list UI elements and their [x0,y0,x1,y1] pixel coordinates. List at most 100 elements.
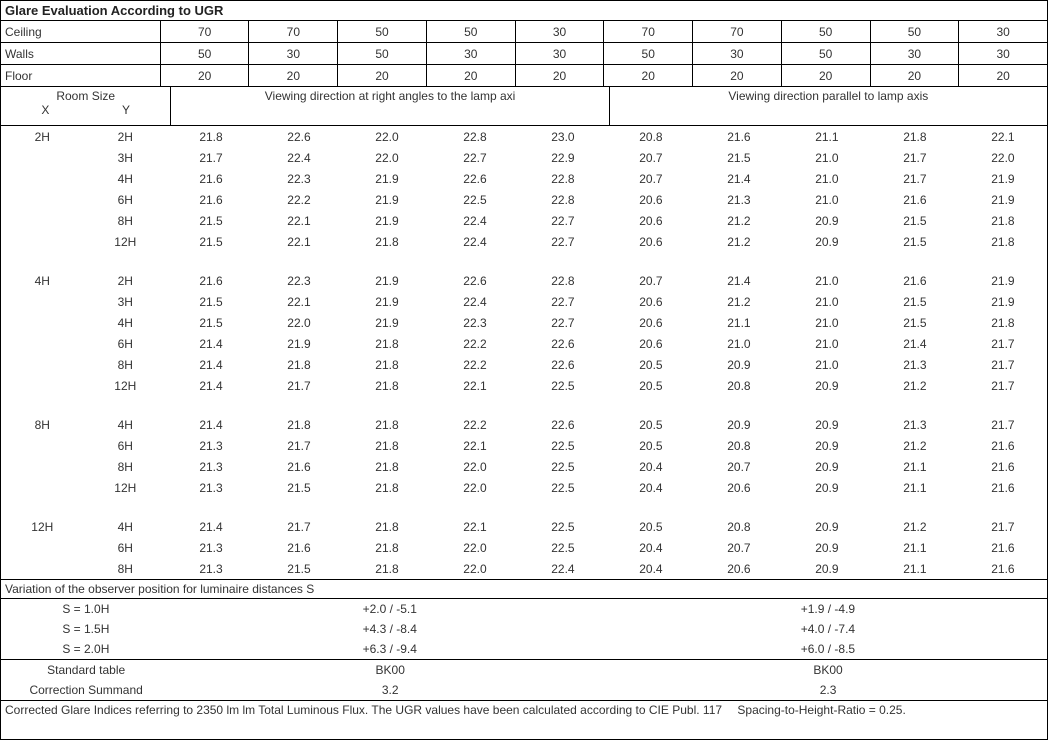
correction-right: 2.3 [609,680,1047,700]
ugr-value: 21.6 [167,168,255,189]
ugr-value: 21.6 [959,477,1047,498]
ugr-value: 21.0 [783,291,871,312]
ugr-value: 21.2 [871,375,959,396]
ugr-value: 21.8 [343,558,431,579]
ugr-value: 21.6 [959,435,1047,456]
ugr-value: 21.0 [783,270,871,291]
ugr-value: 20.7 [695,456,783,477]
ugr-value: 20.9 [783,456,871,477]
y-cell: 3H [84,291,167,312]
ugr-value: 21.6 [959,558,1047,579]
x-cell: 12H [1,516,84,537]
ugr-value: 20.5 [607,375,695,396]
ugr-value: 20.7 [695,537,783,558]
ugr-value: 21.5 [167,291,255,312]
ugr-value: 20.9 [695,414,783,435]
ugr-value: 21.0 [783,333,871,354]
ugr-value: 20.9 [783,414,871,435]
ugr-value: 20.8 [607,126,695,147]
ugr-value: 22.4 [431,291,519,312]
ugr-value: 20.6 [607,189,695,210]
ugr-value: 21.9 [959,270,1047,291]
ugr-value: 21.9 [255,333,343,354]
ugr-value: 21.8 [343,414,431,435]
reflectance-value: 50 [160,43,249,65]
ugr-value: 22.7 [519,291,607,312]
ugr-value: 20.9 [783,477,871,498]
x-cell [1,312,84,333]
ugr-value: 22.0 [343,126,431,147]
reflectance-value: 50 [338,21,427,43]
variation-s-label: S = 1.0H [1,599,171,619]
ugr-value: 23.0 [519,126,607,147]
ugr-value: 21.5 [871,312,959,333]
ugr-value: 20.9 [783,537,871,558]
ugr-value: 21.8 [343,354,431,375]
ugr-value: 22.1 [431,375,519,396]
ugr-value: 22.4 [431,231,519,252]
ugr-value: 21.5 [167,210,255,231]
reflectance-value: 20 [693,65,782,87]
reflectance-value: 30 [249,43,338,65]
ugr-value: 22.8 [431,126,519,147]
ugr-value: 22.3 [255,270,343,291]
ugr-value: 22.2 [431,354,519,375]
y-cell: 2H [84,126,167,147]
ugr-value: 22.6 [519,354,607,375]
ugr-value: 22.7 [431,147,519,168]
y-cell: 4H [84,168,167,189]
ugr-value: 21.8 [343,456,431,477]
ugr-value: 20.8 [695,516,783,537]
ugr-value: 21.3 [167,435,255,456]
standard-left: BK00 [171,660,609,680]
ugr-value: 21.5 [167,231,255,252]
y-cell: 8H [84,558,167,579]
ugr-value: 22.6 [519,414,607,435]
ugr-value: 21.9 [343,312,431,333]
y-label: Y [122,103,130,117]
ugr-value: 21.0 [695,333,783,354]
x-cell [1,537,84,558]
reflectance-table: Ceiling70705050307070505030Walls50305030… [1,21,1047,87]
ugr-value: 21.8 [343,516,431,537]
ugr-value: 21.9 [343,210,431,231]
ugr-value: 21.1 [871,456,959,477]
ugr-value: 21.6 [255,456,343,477]
ugr-value: 21.7 [871,147,959,168]
x-cell [1,354,84,375]
reflectance-value: 30 [959,43,1047,65]
ugr-value: 22.0 [431,537,519,558]
standard-table-label: Standard table [1,660,171,680]
ugr-value: 21.7 [959,375,1047,396]
column-group-header: Room Size X Y Viewing direction at right… [1,87,1047,126]
ugr-value: 20.6 [607,210,695,231]
variation-s-label: S = 1.5H [1,619,171,639]
correction-label: Correction Summand [1,680,171,700]
ugr-value: 21.9 [343,189,431,210]
ugr-value: 20.9 [783,375,871,396]
ugr-value: 22.6 [431,168,519,189]
footer-spacing-ratio: Spacing-to-Height-Ratio = 0.25. [737,703,905,717]
ugr-value: 21.8 [959,210,1047,231]
ugr-value: 21.5 [255,477,343,498]
ugr-value: 20.5 [607,516,695,537]
reflectance-value: 20 [781,65,870,87]
x-label: X [41,103,49,117]
reflectance-value: 30 [426,43,515,65]
ugr-value: 20.9 [783,516,871,537]
ugr-value: 21.0 [783,168,871,189]
footer-note: Corrected Glare Indices referring to 235… [1,701,1047,739]
x-cell [1,210,84,231]
ugr-value: 21.5 [871,210,959,231]
y-cell: 6H [84,537,167,558]
ugr-value: 20.5 [607,414,695,435]
variation-table: S = 1.0H+2.0 / -5.1+1.9 / -4.9S = 1.5H+4… [1,599,1047,659]
y-cell: 6H [84,333,167,354]
ugr-value: 22.0 [343,147,431,168]
y-cell: 4H [84,414,167,435]
ugr-value: 21.2 [695,210,783,231]
reflectance-value: 20 [515,65,604,87]
ugr-value: 21.8 [343,333,431,354]
ugr-value: 21.4 [167,333,255,354]
ugr-value: 21.3 [167,477,255,498]
